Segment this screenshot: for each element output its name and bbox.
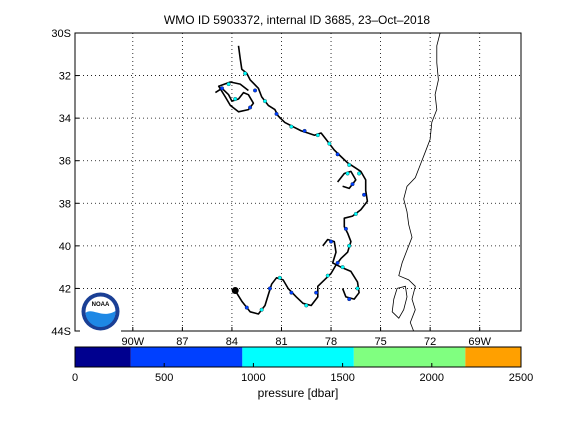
- colorbar-tick-label-4: 2000: [420, 372, 444, 384]
- x-tick-label-2: 84: [226, 336, 238, 348]
- profile-point-5: [302, 128, 307, 133]
- profile-point-31: [340, 265, 345, 270]
- map-features: [391, 32, 441, 332]
- profile-point-28: [345, 171, 350, 176]
- profile-point-0: [243, 71, 248, 76]
- colorbar-tick-label-0: 0: [72, 372, 78, 384]
- colorbar-bin-3: [353, 347, 466, 367]
- profile-point-2: [263, 99, 267, 104]
- float-track-3: [322, 238, 360, 300]
- profile-point-20: [277, 275, 282, 280]
- profile-point-32: [355, 286, 360, 291]
- y-tick-label-7: 44S: [51, 326, 71, 338]
- profile-point-8: [335, 152, 340, 157]
- last-position-marker: [231, 287, 239, 295]
- profile-point-27: [226, 82, 231, 87]
- profile-point-14: [347, 243, 352, 248]
- colorbar: 0 500 1000 1500 2000 2500 pressure [dbar]: [72, 346, 533, 400]
- profile-point-21: [267, 286, 272, 291]
- profile-point-29: [350, 182, 355, 187]
- y-tick-label-2: 34: [59, 113, 71, 125]
- map-frame: [74, 32, 522, 332]
- profile-point-12: [353, 211, 358, 216]
- profile-point-10: [357, 171, 362, 176]
- x-tick-label-1: 87: [176, 336, 188, 348]
- profile-point-30: [329, 239, 333, 244]
- chart-title: WMO ID 5903372, internal ID 3685, 23–Oct…: [164, 13, 430, 27]
- map-panel: 90W 87 84 81 78 75 72 69W 30S 32 34 36 38 40 42 44S NO…: [51, 28, 522, 348]
- colorbar-ticks: 0 500 1000 1500 2000 2500: [72, 363, 533, 384]
- x-tick-label-0: 90W: [122, 336, 145, 348]
- profile-point-13: [343, 226, 348, 231]
- noaa-logo-text: NOAA: [92, 302, 110, 308]
- colorbar-bins: [75, 347, 521, 367]
- profile-point-15: [335, 260, 340, 265]
- grid: [75, 33, 521, 331]
- profile-point-1: [253, 88, 258, 93]
- colorbar-frame: [74, 346, 522, 368]
- colorbar-bin-0: [75, 347, 131, 367]
- colorbar-tick-label-5: 2500: [509, 372, 533, 384]
- noaa-logo-wave: [85, 311, 116, 328]
- profile-point-24: [220, 86, 224, 91]
- y-tick-label-0: 30S: [51, 28, 71, 40]
- colorbar-label: pressure [dbar]: [258, 386, 339, 400]
- y-tick-label-1: 32: [59, 71, 71, 83]
- profile-point-26: [248, 105, 253, 110]
- x-tick-label-5: 75: [374, 336, 386, 348]
- colorbar-bin-2: [242, 347, 354, 367]
- profile-point-16: [325, 273, 330, 278]
- profile-points: [220, 71, 367, 312]
- colorbar-bin-4: [465, 347, 521, 367]
- profile-point-25: [233, 97, 238, 101]
- profile-point-18: [304, 303, 309, 308]
- profile-point-22: [259, 307, 264, 312]
- profile-point-19: [289, 290, 294, 295]
- profile-point-33: [347, 297, 352, 302]
- x-tick-label-7: 69W: [468, 336, 491, 348]
- noaa-logo: NOAA: [80, 291, 121, 332]
- float-track-2: [336, 170, 357, 190]
- x-axis: 90W 87 84 81 78 75 72 69W: [122, 327, 492, 348]
- y-tick-label-3: 36: [59, 156, 71, 168]
- y-tick-label-5: 40: [59, 241, 71, 253]
- coastline: [398, 32, 441, 332]
- profile-point-17: [314, 290, 319, 295]
- profile-point-6: [315, 133, 320, 138]
- y-tick-label-4: 38: [59, 198, 71, 210]
- profile-point-3: [274, 111, 279, 116]
- colorbar-bin-1: [130, 347, 243, 367]
- y-axis: 30S 32 34 36 38 40 42 44S: [51, 28, 79, 338]
- profile-point-23: [244, 305, 249, 310]
- colorbar-tick-label-1: 500: [155, 372, 173, 384]
- colorbar-tick-label-2: 1000: [241, 372, 265, 384]
- x-tick-label-6: 72: [424, 336, 436, 348]
- profile-point-4: [289, 124, 294, 129]
- colorbar-tick-label-3: 1500: [330, 372, 354, 384]
- profile-point-7: [327, 141, 332, 146]
- island-outline: [391, 285, 408, 319]
- x-tick-label-3: 81: [275, 336, 287, 348]
- profile-point-11: [362, 192, 367, 197]
- y-tick-label-6: 42: [59, 283, 71, 295]
- profile-point-9: [347, 163, 352, 167]
- x-tick-label-4: 78: [325, 336, 337, 348]
